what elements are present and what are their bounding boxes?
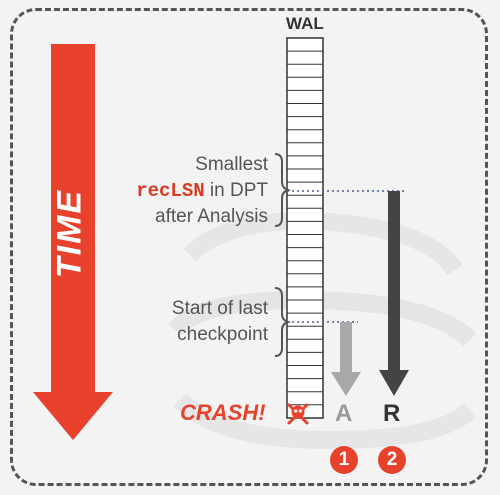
min-reclsn-rest: in DPT — [204, 180, 268, 201]
min-reclsn-line2: recLSN in DPT — [118, 178, 268, 204]
analysis-arrow — [331, 322, 361, 396]
analysis-letter: A — [335, 400, 353, 427]
redo-letter: R — [383, 400, 401, 427]
reclsn-code: recLSN — [136, 180, 205, 202]
min-reclsn-annotation: Smallest recLSN in DPT after Analysis — [118, 152, 268, 230]
step-badge-1: 1 — [330, 446, 358, 474]
redo-arrow — [379, 191, 409, 396]
wal-log-column — [286, 37, 324, 419]
time-label: TIME — [50, 188, 89, 279]
checkpoint-line2: checkpoint — [177, 324, 268, 345]
wal-label: WAL — [286, 14, 324, 33]
min-reclsn-line3: after Analysis — [155, 206, 268, 227]
checkpoint-annotation: Start of last checkpoint — [118, 296, 268, 348]
dashed-frame — [10, 8, 488, 486]
brace-checkpoint — [274, 287, 292, 357]
skull-crossbones-icon — [287, 403, 309, 425]
crash-label: CRASH! — [180, 400, 266, 425]
brace-min-reclsn — [274, 153, 292, 227]
checkpoint-line1: Start of last — [171, 298, 268, 319]
step-badge-2: 2 — [378, 446, 406, 474]
min-reclsn-line1: Smallest — [195, 154, 268, 175]
time-arrow — [33, 44, 113, 440]
